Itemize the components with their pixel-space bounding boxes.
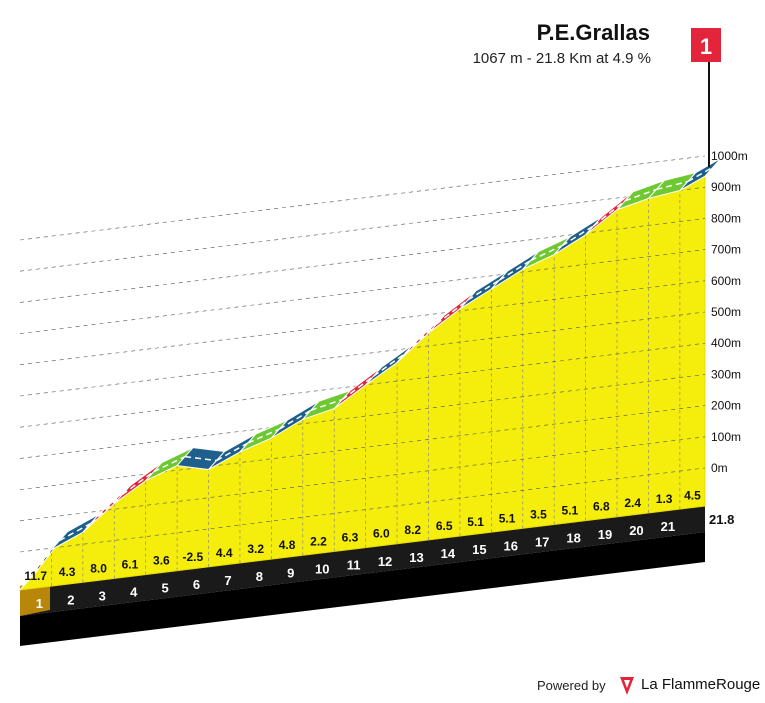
km-marker-label: 16 — [504, 538, 518, 553]
finish-flag-label: 1 — [700, 34, 712, 59]
elevation-gridline — [19, 155, 706, 241]
climb-title: P.E.Grallas — [536, 20, 650, 45]
gradient-label: 2.4 — [624, 496, 641, 510]
gradient-label: 6.5 — [436, 519, 453, 533]
km-marker-label: 1 — [36, 596, 43, 611]
elevation-gridline — [19, 249, 706, 334]
elevation-tick-label: 800m — [711, 211, 741, 225]
gradient-label: -2.5 — [182, 550, 203, 564]
km-marker-label: 17 — [535, 534, 549, 549]
elevation-tick-label: 700m — [711, 243, 741, 257]
km-marker-label: 7 — [224, 573, 231, 588]
elevation-gridline — [19, 311, 706, 397]
km-marker-label: 11 — [347, 558, 361, 573]
road-centerline — [498, 259, 532, 281]
gradient-label: 3.2 — [247, 542, 264, 556]
climb-subtitle: 1067 m - 21.8 Km at 4.9 % — [472, 50, 651, 67]
elevation-gridline — [19, 374, 706, 459]
road-centerline — [247, 428, 280, 444]
road-centerline — [59, 522, 92, 542]
elevation-gridline — [19, 436, 706, 522]
gradient-label: 6.0 — [373, 527, 390, 541]
elevation-tick-label: 300m — [711, 367, 741, 381]
km-marker-label: 15 — [472, 542, 486, 557]
road-centerline — [687, 166, 714, 183]
elevation-gridline — [19, 218, 706, 303]
road-centerline — [278, 409, 312, 430]
km-marker-label: 12 — [378, 554, 392, 569]
km-strip-lower — [20, 532, 705, 646]
km-marker-label: 3 — [99, 588, 106, 603]
gradient-label: 8.0 — [90, 561, 107, 575]
km-marker-label: 21 — [661, 519, 675, 534]
road-centerline — [436, 299, 469, 325]
gradient-label: 3.6 — [153, 554, 170, 568]
road-centerline — [404, 323, 437, 355]
elevation-tick-label: 400m — [711, 336, 741, 350]
km-strip — [20, 502, 705, 616]
km-marker-label: 4 — [130, 585, 138, 600]
gradient-label: 4.3 — [59, 565, 76, 579]
powered-by-text: Powered by — [537, 678, 606, 693]
gradient-label: 3.5 — [530, 507, 547, 521]
gradient-label: 5.1 — [499, 511, 516, 525]
gradient-label: 11.7 — [24, 569, 47, 583]
gradient-label: 1.3 — [656, 492, 673, 506]
km-marker-label: 8 — [256, 569, 263, 584]
road-centerline — [153, 455, 186, 473]
km-marker-label: 10 — [315, 561, 329, 576]
elevation-tick-label: 200m — [711, 399, 741, 413]
brand-name: La FlammeRouge — [641, 676, 761, 693]
flamme-rouge-logo-icon — [620, 677, 634, 695]
road-centerline — [593, 200, 626, 227]
km-marker-label: 18 — [566, 531, 580, 546]
gradient-label: 4.8 — [279, 538, 296, 552]
gradient-label: 6.3 — [342, 531, 359, 545]
km-marker-label: 9 — [287, 565, 294, 580]
gradient-label: 5.1 — [562, 504, 579, 518]
road-centerline — [624, 188, 657, 202]
elevation-tick-label: 900m — [711, 180, 741, 194]
road-centerline — [310, 398, 343, 411]
km-marker-label: 5 — [161, 581, 168, 596]
gradient-label: 8.2 — [404, 523, 421, 537]
road-centerline — [121, 471, 155, 496]
elevation-gridline — [19, 467, 706, 553]
gradient-label: 6.8 — [593, 500, 610, 514]
road-centerline — [90, 494, 123, 524]
km-marker-label: 6 — [193, 577, 200, 592]
road-centerline — [373, 352, 406, 377]
finish-flag — [691, 28, 721, 62]
km-marker-label: 14 — [441, 546, 456, 561]
elevation-gridline — [19, 280, 706, 366]
gradient-label: 4.4 — [216, 546, 233, 560]
gradient-label: 2.2 — [310, 534, 327, 548]
road-centerline — [530, 244, 563, 262]
road-centerline — [216, 442, 249, 462]
km-marker-label: 13 — [409, 550, 423, 565]
elevation-tick-label: 600m — [711, 274, 741, 288]
gradient-label: 5.1 — [467, 515, 484, 529]
gradient-label: 4.5 — [684, 489, 701, 503]
elevation-tick-label: 1000m — [711, 149, 748, 163]
road-centerline — [467, 279, 500, 301]
elevation-gridline — [19, 405, 706, 490]
road-centerline — [561, 225, 594, 247]
road-centerline — [185, 455, 217, 462]
road-centerline — [656, 180, 689, 191]
road-centerline — [341, 375, 375, 401]
elevation-tick-label: 100m — [711, 430, 741, 444]
elevation-gridline — [19, 186, 706, 272]
elevation-tick-label: 0m — [711, 461, 728, 475]
km-marker-label: 20 — [629, 523, 643, 538]
elevation-tick-label: 500m — [711, 305, 741, 319]
km-end-label: 21.8 — [709, 512, 734, 527]
gradient-label: 6.1 — [122, 558, 139, 572]
km-marker-label: 19 — [598, 527, 612, 542]
km-marker-label: 2 — [67, 592, 74, 607]
